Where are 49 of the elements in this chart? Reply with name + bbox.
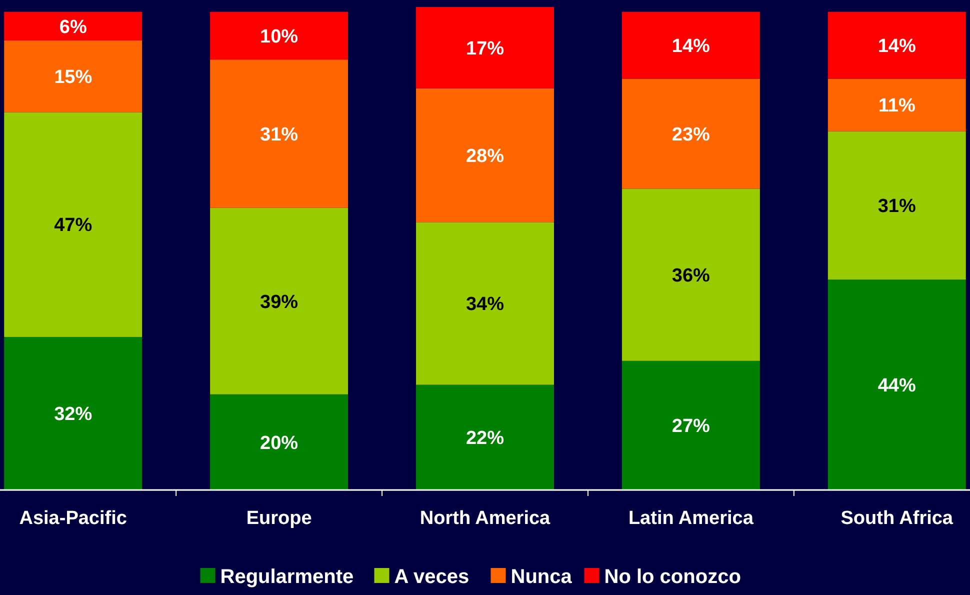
data-label: 34%: [466, 294, 504, 316]
data-label: 22%: [466, 428, 504, 450]
bar: [4, 336, 142, 490]
bar: [210, 12, 348, 60]
bar: [4, 40, 142, 112]
legend-label: Nunca: [510, 566, 573, 588]
data-label: 17%: [466, 38, 504, 60]
data-label: 47%: [54, 215, 92, 236]
bar: [622, 360, 760, 490]
legend-label: No lo conozco: [604, 566, 741, 588]
bar: [416, 88, 554, 222]
bar: [4, 12, 142, 40]
bar: [4, 112, 142, 337]
data-label: 6%: [59, 16, 87, 38]
data-label: 32%: [54, 404, 92, 426]
data-label: 14%: [672, 36, 710, 57]
data-label: 23%: [672, 124, 710, 146]
bar: [828, 131, 966, 280]
data-label: 39%: [260, 292, 298, 313]
data-label: 15%: [54, 66, 92, 88]
data-label: 31%: [260, 124, 298, 146]
bar: [622, 12, 760, 79]
data-label: 10%: [260, 26, 298, 48]
data-label: 36%: [672, 265, 710, 286]
legend-label: Regularmente: [220, 566, 354, 588]
bar: [416, 7, 554, 88]
x-tick-label: Europe: [246, 508, 312, 529]
bar: [210, 394, 348, 490]
bar: [416, 222, 554, 385]
bar: [828, 280, 966, 490]
data-label: 28%: [466, 146, 504, 167]
bar: [210, 208, 348, 394]
legend-label: A veces: [394, 566, 470, 588]
bar: [210, 60, 348, 208]
data-label: 44%: [878, 375, 916, 396]
bar: [622, 78, 760, 189]
bar: [828, 12, 966, 79]
x-tick-label: Latin America: [628, 508, 754, 529]
data-label: 31%: [878, 196, 916, 218]
x-tick-label: North America: [420, 508, 551, 529]
bar: [622, 188, 760, 361]
bar: [416, 384, 554, 490]
data-label: 11%: [878, 96, 916, 117]
bar: [828, 78, 966, 132]
x-tick-label: South Africa: [840, 508, 954, 529]
data-label: 14%: [878, 36, 916, 57]
data-label: 20%: [260, 432, 298, 454]
data-label: 27%: [672, 416, 710, 438]
x-tick-label: Asia-Pacific: [19, 508, 128, 529]
